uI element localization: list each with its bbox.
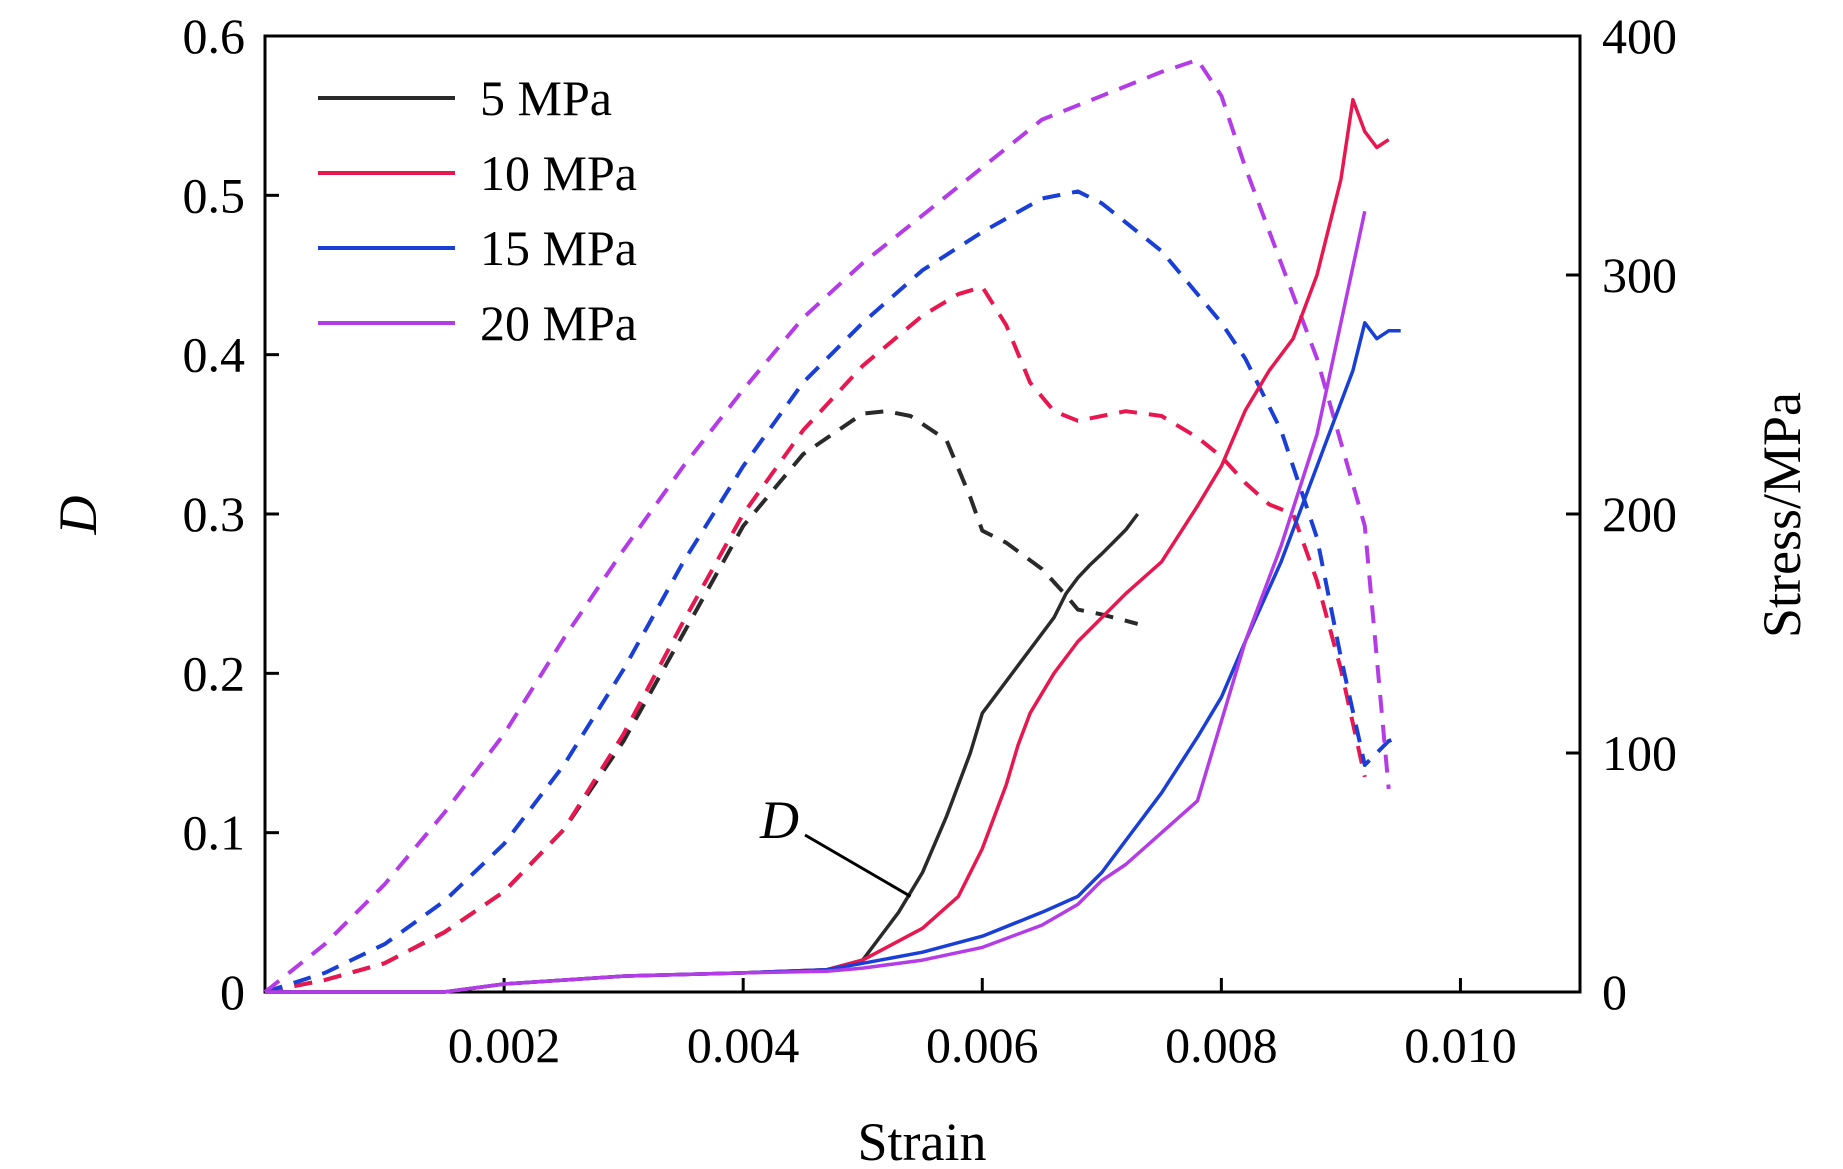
damage-curve xyxy=(265,321,1401,994)
stress-curve xyxy=(264,284,1367,994)
plot-frame xyxy=(263,34,1582,994)
left-y-tick-label: 0.1 xyxy=(183,805,246,861)
x-tick-label: 0.010 xyxy=(1404,1017,1517,1073)
left-y-tick-label: 0.5 xyxy=(183,167,246,223)
left-y-tick-label: 0.6 xyxy=(183,8,246,64)
x-tick-label: 0.006 xyxy=(926,1017,1039,1073)
legend-label: 15 MPa xyxy=(480,220,637,276)
right-y-tick-label: 0 xyxy=(1602,964,1627,1020)
right-y-tick-label: 100 xyxy=(1602,725,1677,781)
legend-label: 10 MPa xyxy=(480,145,637,201)
right-y-tick-label: 300 xyxy=(1602,247,1677,303)
x-tick-label: 0.002 xyxy=(448,1017,561,1073)
legend: 5 MPa 10 MPa 15 MPa 20 MPa xyxy=(318,70,637,351)
damage-curve xyxy=(265,512,1140,994)
x-axis-ticks: 0.002 0.004 0.006 0.008 0.010 xyxy=(448,978,1517,1073)
annotation: D xyxy=(759,790,912,898)
left-y-tick-label: 0 xyxy=(220,964,245,1020)
x-axis-title: Strain xyxy=(858,1112,987,1169)
right-y-axis-title: Stress/MPa xyxy=(1752,392,1812,638)
left-y-axis-title: D xyxy=(48,496,108,536)
left-y-tick-label: 0.3 xyxy=(183,486,246,542)
annotation-label: D xyxy=(759,790,799,850)
right-y-axis-ticks: 0 100 200 300 400 xyxy=(1566,8,1677,1020)
left-y-tick-label: 0.2 xyxy=(183,645,246,701)
right-y-tick-label: 200 xyxy=(1602,486,1677,542)
legend-label: 5 MPa xyxy=(480,70,612,126)
x-tick-label: 0.008 xyxy=(1165,1017,1278,1073)
stress-curve xyxy=(264,409,1139,994)
left-y-axis-ticks: 0 0.1 0.2 0.3 0.4 0.5 0.6 xyxy=(183,8,279,1020)
x-tick-label: 0.004 xyxy=(687,1017,800,1073)
series-layer xyxy=(263,57,1402,994)
stress-curve xyxy=(263,57,1391,994)
annotation-leader-line xyxy=(804,833,912,898)
stress-curve xyxy=(264,189,1402,994)
right-y-tick-label: 400 xyxy=(1602,8,1677,64)
legend-label: 20 MPa xyxy=(480,295,637,351)
left-y-tick-label: 0.4 xyxy=(183,327,246,383)
plot-border xyxy=(263,34,1582,994)
damage-curve xyxy=(265,97,1390,994)
damage-curve xyxy=(265,210,1367,994)
